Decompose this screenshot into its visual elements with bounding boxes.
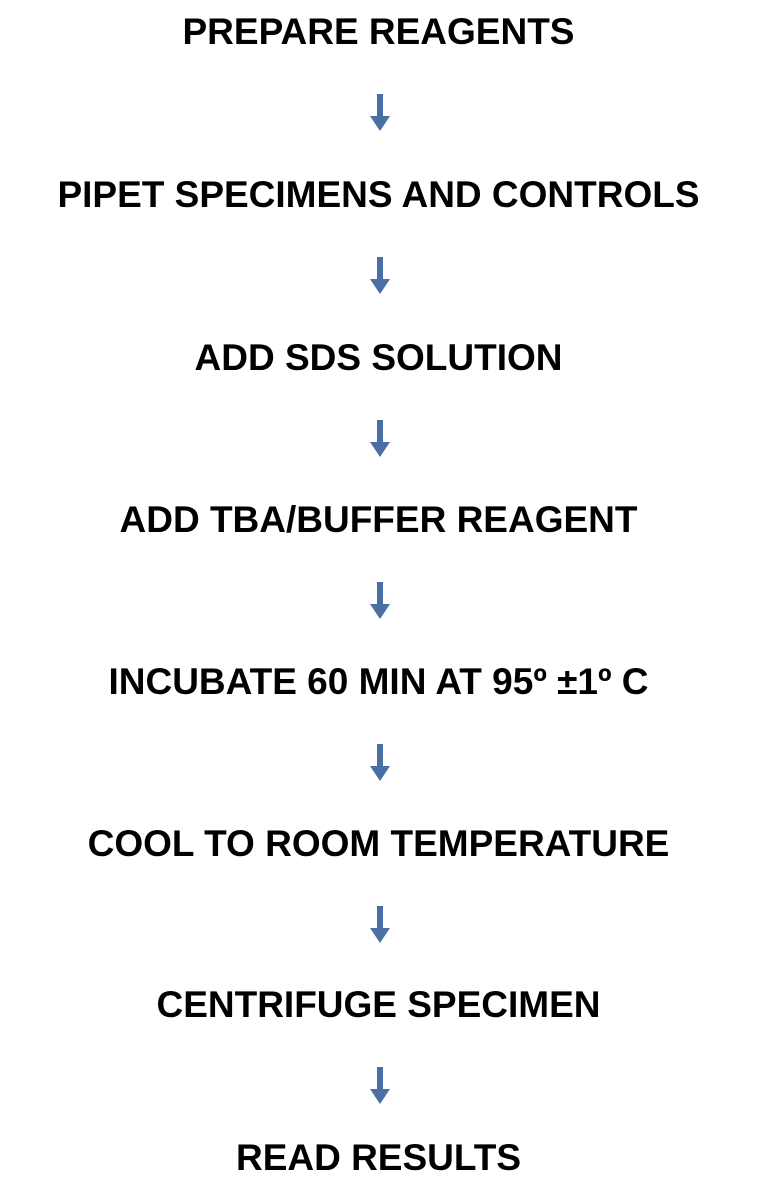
- step-add-sds-solution: ADD SDS SOLUTION: [194, 337, 563, 378]
- step-cool-to-room-temperature: COOL TO ROOM TEMPERATURE: [87, 823, 670, 864]
- step-incubate: INCUBATE 60 MIN AT 95º ±1º C: [108, 661, 649, 702]
- down-arrow-icon: [370, 257, 390, 294]
- step-add-tba-buffer-reagent: ADD TBA/BUFFER REAGENT: [119, 499, 638, 540]
- step-prepare-reagents: PREPARE REAGENTS: [182, 11, 575, 52]
- down-arrow-icon: [370, 582, 390, 619]
- down-arrow-icon: [370, 906, 390, 943]
- down-arrow-icon: [370, 420, 390, 457]
- step-read-results: READ RESULTS: [235, 1137, 522, 1178]
- down-arrow-icon: [370, 744, 390, 781]
- step-pipet-specimens-and-controls: PIPET SPECIMENS AND CONTROLS: [57, 174, 700, 215]
- down-arrow-icon: [370, 94, 390, 131]
- down-arrow-icon: [370, 1067, 390, 1104]
- step-centrifuge-specimen: CENTRIFUGE SPECIMEN: [156, 984, 601, 1025]
